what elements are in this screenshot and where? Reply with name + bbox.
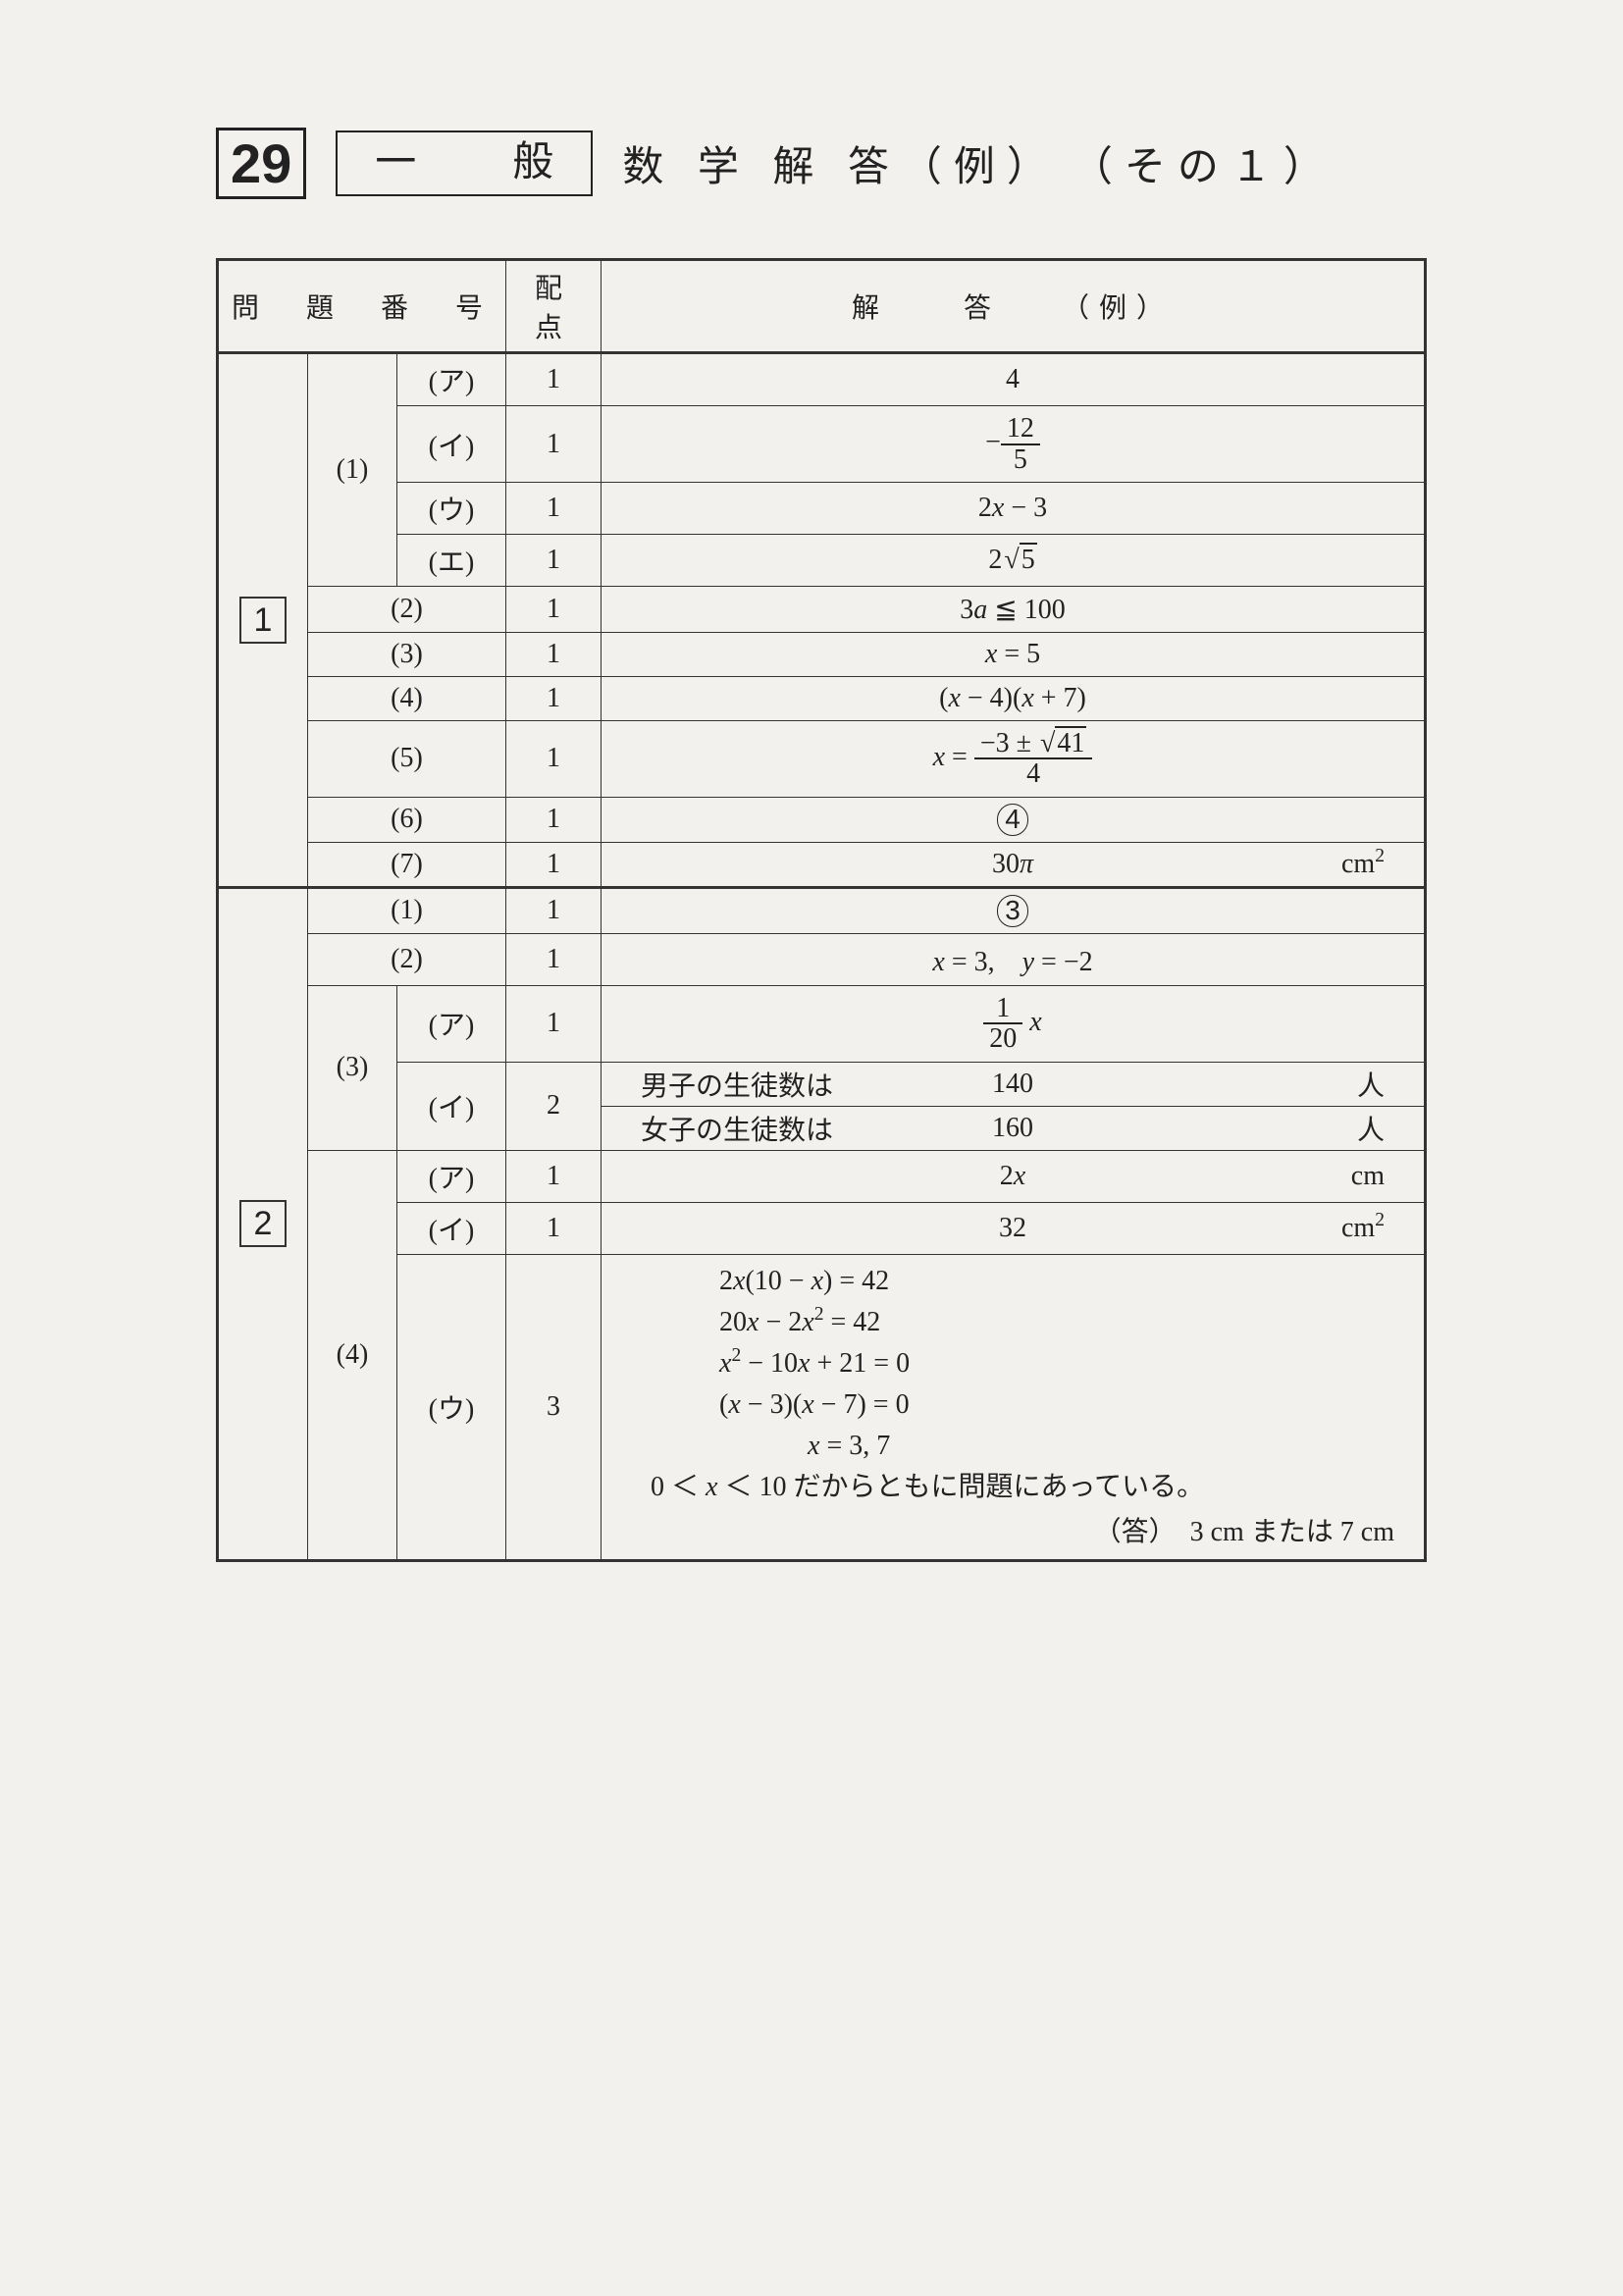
sub-question-cell: (3) bbox=[308, 632, 506, 676]
answer-value: x = −3 ± 414 bbox=[933, 727, 1093, 791]
answer-unit: cm2 bbox=[1341, 1213, 1385, 1244]
sub-question-cell: (2) bbox=[308, 933, 506, 985]
answer-value: 160 bbox=[992, 1113, 1033, 1144]
points-cell: 1 bbox=[506, 406, 602, 483]
answer-cell: 2x cm bbox=[602, 1150, 1426, 1202]
col-header-points: 配 点 bbox=[506, 260, 602, 353]
section-label-cell: 1 bbox=[218, 353, 308, 888]
points-cell: 1 bbox=[506, 1202, 602, 1254]
answer-cell: x = 3, y = −2 bbox=[602, 933, 1426, 985]
answer-cell: 4 bbox=[602, 797, 1426, 842]
answer-cell: 男子の生徒数は 140 人 bbox=[602, 1062, 1426, 1106]
sub-question-cell: (4) bbox=[308, 676, 506, 720]
points-cell: 1 bbox=[506, 482, 602, 534]
answer-value: 2x − 3 bbox=[978, 493, 1047, 524]
sub-question-cell: (7) bbox=[308, 842, 506, 887]
answer-cell: 25 bbox=[602, 534, 1426, 586]
answer-unit: cm bbox=[1351, 1161, 1385, 1192]
points-cell: 1 bbox=[506, 985, 602, 1062]
sub-question-cell: (1) bbox=[308, 887, 506, 933]
answer-unit: cm2 bbox=[1341, 849, 1385, 880]
answer-value: x = 3, y = −2 bbox=[932, 940, 1092, 979]
points-cell: 1 bbox=[506, 887, 602, 933]
answer-value: 32 bbox=[999, 1213, 1026, 1244]
answer-key-page: 29 一 般 数 学 解 答（例） （その１） 問 題 番 号 配 点 解 答 … bbox=[0, 0, 1623, 2296]
answer-value: 140 bbox=[992, 1069, 1033, 1100]
answer-label: 男子の生徒数は bbox=[641, 1065, 833, 1104]
points-cell: 1 bbox=[506, 933, 602, 985]
points-cell: 1 bbox=[506, 353, 602, 406]
sub-question-cell: (6) bbox=[308, 797, 506, 842]
answer-cell: x = −3 ± 414 bbox=[602, 720, 1426, 797]
answer-table: 問 題 番 号 配 点 解 答 （例） 1(1)(ア)14(イ)1−125(ウ)… bbox=[216, 258, 1427, 1561]
subsub-question-cell: (ア) bbox=[397, 353, 506, 406]
subsub-question-cell: (ウ) bbox=[397, 1254, 506, 1560]
answer-value: 25 bbox=[988, 545, 1036, 576]
answer-unit: 人 bbox=[1357, 1065, 1385, 1104]
answer-label: 女子の生徒数は bbox=[641, 1109, 833, 1148]
answer-cell: 2x(10 − x) = 4220x − 2x2 = 42x2 − 10x + … bbox=[602, 1254, 1426, 1560]
subsub-question-cell: (イ) bbox=[397, 406, 506, 483]
sub-question-cell: (3) bbox=[308, 985, 397, 1150]
points-cell: 1 bbox=[506, 842, 602, 887]
points-cell: 3 bbox=[506, 1254, 602, 1560]
points-cell: 1 bbox=[506, 586, 602, 632]
page-title: 数 学 解 答（例） （その１） bbox=[622, 133, 1336, 193]
answer-value: 30π bbox=[992, 849, 1033, 880]
subsub-question-cell: (ウ) bbox=[397, 482, 506, 534]
subsub-question-cell: (ア) bbox=[397, 1150, 506, 1202]
col-header-answer: 解 答 （例） bbox=[602, 260, 1426, 353]
answer-unit: 人 bbox=[1357, 1109, 1385, 1148]
answer-value: 3a ≦ 100 bbox=[960, 593, 1065, 626]
answer-cell: 120 x bbox=[602, 985, 1426, 1062]
subsub-question-cell: (イ) bbox=[397, 1062, 506, 1150]
answer-cell: 3 bbox=[602, 887, 1426, 933]
answer-value: 4 bbox=[1006, 364, 1020, 395]
subsub-question-cell: (イ) bbox=[397, 1202, 506, 1254]
page-header: 29 一 般 数 学 解 答（例） （その１） bbox=[216, 128, 1427, 199]
section-number: 2 bbox=[239, 1200, 287, 1247]
sub-question-cell: (2) bbox=[308, 586, 506, 632]
answer-cell: 2x − 3 bbox=[602, 482, 1426, 534]
sub-question-cell: (1) bbox=[308, 353, 397, 587]
answer-cell: 30π cm2 bbox=[602, 842, 1426, 887]
answer-value: x = 5 bbox=[985, 639, 1040, 670]
table-body: 1(1)(ア)14(イ)1−125(ウ)12x − 3(エ)125(2)13a … bbox=[218, 353, 1426, 1560]
worked-solution: 2x(10 − x) = 4220x − 2x2 = 42x2 − 10x + … bbox=[611, 1261, 1414, 1553]
answer-cell: 3a ≦ 100 bbox=[602, 586, 1426, 632]
answer-cell: −125 bbox=[602, 406, 1426, 483]
points-cell: 2 bbox=[506, 1062, 602, 1150]
points-cell: 1 bbox=[506, 1150, 602, 1202]
answer-value: 4 bbox=[997, 804, 1029, 836]
section-number: 1 bbox=[239, 597, 287, 644]
answer-cell: x = 5 bbox=[602, 632, 1426, 676]
answer-value: 3 bbox=[997, 895, 1029, 927]
answer-value: 2x bbox=[1000, 1161, 1025, 1192]
page-number-box: 29 bbox=[216, 128, 306, 199]
section-label-cell: 2 bbox=[218, 887, 308, 1560]
points-cell: 1 bbox=[506, 632, 602, 676]
sub-question-cell: (4) bbox=[308, 1150, 397, 1560]
category-box: 一 般 bbox=[336, 130, 593, 195]
col-header-question: 問 題 番 号 bbox=[218, 260, 506, 353]
answer-value: 120 x bbox=[983, 992, 1041, 1056]
answer-value: (x − 4)(x + 7) bbox=[939, 683, 1086, 714]
answer-value: −125 bbox=[985, 412, 1040, 476]
points-cell: 1 bbox=[506, 534, 602, 586]
points-cell: 1 bbox=[506, 676, 602, 720]
points-cell: 1 bbox=[506, 720, 602, 797]
answer-cell: (x − 4)(x + 7) bbox=[602, 676, 1426, 720]
subsub-question-cell: (ア) bbox=[397, 985, 506, 1062]
answer-cell: 4 bbox=[602, 353, 1426, 406]
subsub-question-cell: (エ) bbox=[397, 534, 506, 586]
answer-cell: 女子の生徒数は 160 人 bbox=[602, 1106, 1426, 1150]
points-cell: 1 bbox=[506, 797, 602, 842]
answer-cell: 32 cm2 bbox=[602, 1202, 1426, 1254]
sub-question-cell: (5) bbox=[308, 720, 506, 797]
